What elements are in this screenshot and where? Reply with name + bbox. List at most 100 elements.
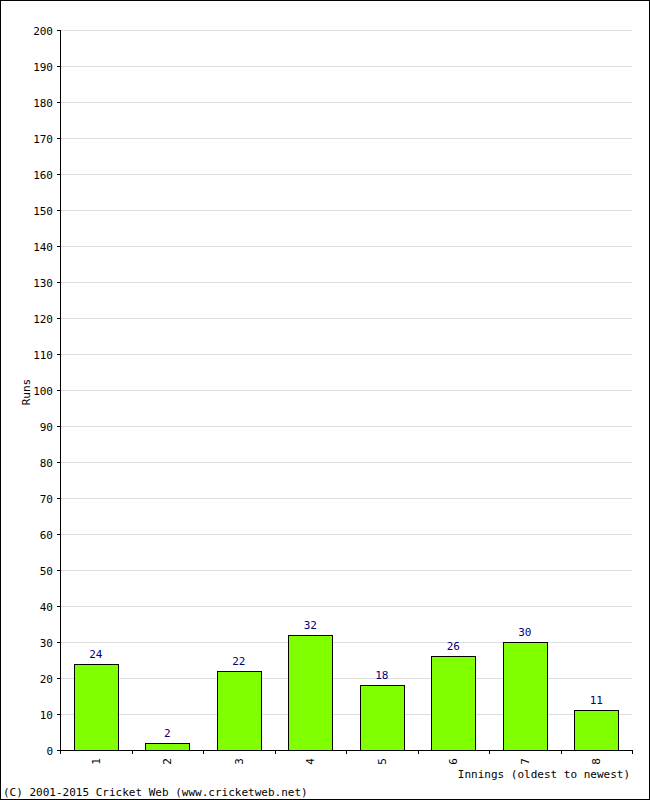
y-tick-label: 130: [33, 277, 53, 290]
grid-line: [60, 498, 632, 499]
y-tick: [57, 426, 60, 427]
y-tick-label: 110: [33, 349, 53, 362]
y-tick-label: 80: [40, 457, 53, 470]
y-tick-label: 140: [33, 241, 53, 254]
bar: [75, 665, 119, 751]
data-label: 24: [89, 648, 103, 661]
data-label: 30: [518, 626, 531, 639]
grid-line: [60, 606, 632, 607]
x-tick: [132, 750, 133, 754]
data-label: 18: [375, 669, 388, 682]
y-tick-label: 190: [33, 61, 53, 74]
grid-line: [60, 354, 632, 355]
y-tick: [57, 390, 60, 391]
bar: [289, 636, 333, 751]
x-tick-label: 2: [161, 758, 174, 765]
y-axis-label: Runs: [20, 379, 33, 406]
x-tick-label: 7: [519, 758, 532, 765]
grid-line: [60, 426, 632, 427]
y-tick-label: 120: [33, 313, 53, 326]
y-tick: [57, 714, 60, 715]
bar: [432, 657, 476, 751]
x-axis-label: Innings (oldest to newest): [458, 768, 630, 781]
grid-line: [60, 174, 632, 175]
x-tick: [60, 750, 61, 754]
bar: [146, 744, 190, 751]
data-label: 26: [447, 640, 460, 653]
bar: [575, 711, 619, 751]
x-tick: [275, 750, 276, 754]
background: [1, 1, 650, 800]
y-tick-label: 160: [33, 169, 53, 182]
x-tick: [561, 750, 562, 754]
y-tick: [57, 66, 60, 67]
y-tick-label: 150: [33, 205, 53, 218]
y-tick: [57, 498, 60, 499]
grid-line: [60, 210, 632, 211]
x-tick-label: 6: [447, 758, 460, 765]
y-tick-label: 200: [33, 25, 53, 38]
y-tick: [57, 462, 60, 463]
y-tick-label: 90: [40, 421, 53, 434]
y-tick: [57, 282, 60, 283]
x-tick: [203, 750, 204, 754]
grid-line: [60, 246, 632, 247]
y-tick: [57, 606, 60, 607]
x-tick-label: 3: [233, 758, 246, 765]
grid-line: [60, 570, 632, 571]
chart-container: 0102030405060708090100110120130140150160…: [0, 0, 650, 800]
y-tick: [57, 138, 60, 139]
y-tick-label: 100: [33, 385, 53, 398]
bar: [361, 686, 405, 751]
grid-line: [60, 318, 632, 319]
x-tick: [489, 750, 490, 754]
y-tick: [57, 354, 60, 355]
data-label: 32: [304, 619, 317, 632]
y-tick-label: 20: [40, 673, 53, 686]
y-tick: [57, 642, 60, 643]
y-tick: [57, 318, 60, 319]
grid-line: [60, 30, 632, 31]
y-tick-label: 180: [33, 97, 53, 110]
y-tick-label: 60: [40, 529, 53, 542]
grid-line: [60, 390, 632, 391]
grid-line: [60, 282, 632, 283]
copyright: (C) 2001-2015 Cricket Web (www.cricketwe…: [3, 786, 308, 799]
y-tick-label: 40: [40, 601, 53, 614]
y-tick: [57, 30, 60, 31]
y-tick-label: 170: [33, 133, 53, 146]
data-label: 2: [164, 727, 171, 740]
y-tick: [57, 246, 60, 247]
y-tick-label: 50: [40, 565, 53, 578]
bar: [218, 672, 262, 751]
x-tick: [632, 750, 633, 754]
bars: [75, 636, 619, 751]
y-axis: [60, 30, 61, 750]
x-tick-label: 5: [376, 758, 389, 765]
grid-line: [60, 66, 632, 67]
grid-line: [60, 102, 632, 103]
grid-line: [60, 138, 632, 139]
y-tick: [57, 678, 60, 679]
y-tick: [57, 534, 60, 535]
y-tick-label: 10: [40, 709, 53, 722]
x-tick-label: 1: [90, 758, 103, 765]
y-tick: [57, 102, 60, 103]
y-tick-label: 0: [46, 745, 53, 758]
data-label: 11: [590, 694, 603, 707]
y-tick: [57, 570, 60, 571]
x-tick: [346, 750, 347, 754]
x-tick: [418, 750, 419, 754]
x-tick-label: 8: [590, 758, 603, 765]
y-tick-label: 30: [40, 637, 53, 650]
grid-line: [60, 462, 632, 463]
chart-svg: 0102030405060708090100110120130140150160…: [0, 0, 650, 800]
y-tick-label: 70: [40, 493, 53, 506]
y-tick: [57, 174, 60, 175]
grid-line: [60, 534, 632, 535]
x-tick-label: 4: [304, 758, 317, 765]
bar: [504, 643, 548, 751]
data-label: 22: [232, 655, 245, 668]
y-tick: [57, 210, 60, 211]
y-tick: [57, 750, 60, 751]
